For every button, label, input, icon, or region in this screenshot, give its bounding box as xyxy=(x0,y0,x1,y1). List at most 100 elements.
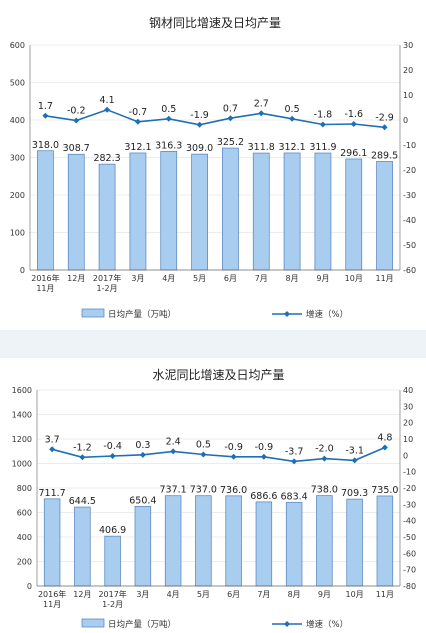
steel-category-label: 11月 xyxy=(36,284,54,293)
cement-left-tick-label: 0 xyxy=(27,582,32,591)
cement-bar-label: 686.6 xyxy=(250,491,277,502)
cement-growth-line xyxy=(51,446,386,463)
cement-growth-label: 0.3 xyxy=(135,440,150,451)
steel-bar xyxy=(37,150,54,271)
steel-growth-point xyxy=(227,115,234,122)
steel-category-label: 1-2月 xyxy=(97,284,118,293)
steel-right-tick-label: -60 xyxy=(403,266,416,275)
cement-left-tick-label: 400 xyxy=(17,533,32,542)
cement-growth-label: -3.7 xyxy=(285,446,304,457)
cement-bar-label: 711.7 xyxy=(39,488,66,499)
cement-bar xyxy=(285,501,303,587)
cement-growth-label: 2.4 xyxy=(166,436,181,447)
steel-growth-point xyxy=(196,121,203,128)
cement-left-tick-label: 1400 xyxy=(12,411,32,420)
cement-category-label: 12月 xyxy=(73,590,91,599)
cement-growth-point xyxy=(200,451,207,458)
steel-left-tick-label: 0 xyxy=(20,266,25,275)
steel-growth-label: 0.5 xyxy=(285,104,300,115)
steel-category-label: 5月 xyxy=(193,274,206,283)
cement-growth-label: 3.7 xyxy=(45,434,60,445)
steel-growth-point xyxy=(258,110,265,117)
cement-legend-bar-swatch xyxy=(81,618,105,628)
cement-growth-point xyxy=(109,452,116,459)
steel-bar-label: 316.3 xyxy=(155,140,182,151)
steel-growth-line xyxy=(45,108,385,129)
cement-left-tick-label: 1200 xyxy=(12,435,32,444)
steel-growth-label: -0.7 xyxy=(129,107,148,118)
steel-left-tick-label: 600 xyxy=(10,41,25,50)
cement-bar xyxy=(104,535,121,587)
steel-growth-label: -1.6 xyxy=(344,109,363,120)
steel-bar-label: 318.0 xyxy=(32,140,59,151)
steel-right-tick-label: 0 xyxy=(403,116,408,125)
steel-bar xyxy=(191,153,208,271)
cement-left-tick-label: 200 xyxy=(17,558,32,567)
steel-bar xyxy=(160,151,178,271)
cement-bar-label: 737.0 xyxy=(190,485,217,496)
steel-bar xyxy=(98,163,116,271)
cement-bar-label: 736.0 xyxy=(220,485,247,496)
cement-bar-label: 683.4 xyxy=(281,491,308,502)
cement-bar xyxy=(225,495,242,587)
cement-chart: 水泥同比增速及日均产量02004006008001000120014001600… xyxy=(12,368,416,630)
steel-right-tick-label: 30 xyxy=(403,41,413,50)
steel-bar xyxy=(129,152,147,271)
steel-category-label: 10月 xyxy=(345,274,363,283)
cement-growth-label: -0.4 xyxy=(103,441,122,452)
steel-legend-line-label: 增速（%） xyxy=(306,309,348,320)
cement-bar-label: 406.9 xyxy=(99,525,126,536)
cement-right-tick-label: -40 xyxy=(403,517,416,526)
steel-bar xyxy=(67,153,85,271)
steel-growth-label: 0.5 xyxy=(161,104,176,115)
cement-category-label: 6月 xyxy=(227,590,240,599)
cement-left-tick-label: 1000 xyxy=(12,460,32,469)
cement-right-tick-label: -50 xyxy=(403,533,416,542)
steel-bar-label: 296.1 xyxy=(340,148,367,159)
steel-growth-point xyxy=(165,115,172,122)
cement-bar xyxy=(255,501,273,587)
cement-growth-point xyxy=(170,448,177,455)
cement-category-label: 2016年 xyxy=(38,589,66,599)
cement-category-label: 7月 xyxy=(257,590,270,599)
cement-right-tick-label: -10 xyxy=(403,468,416,477)
steel-right-tick-label: 20 xyxy=(403,66,413,75)
steel-left-tick-label: 300 xyxy=(10,154,25,163)
cement-bar xyxy=(134,505,152,587)
cement-category-label: 11月 xyxy=(43,600,61,609)
steel-growth-label: 1.7 xyxy=(38,101,53,112)
cement-growth-label: -3.1 xyxy=(345,445,364,456)
steel-legend-bar-swatch xyxy=(81,308,105,318)
steel-right-tick-label: -50 xyxy=(403,241,416,250)
cement-bar-label: 650.4 xyxy=(129,495,156,506)
cement-growth-label: -0.9 xyxy=(255,442,274,453)
cement-legend-line-marker xyxy=(284,621,290,627)
cement-category-label: 10月 xyxy=(346,590,364,599)
steel-bar xyxy=(222,147,239,271)
cement-bar xyxy=(316,495,333,587)
cement-right-tick-label: 20 xyxy=(403,419,413,428)
steel-growth-point xyxy=(319,121,326,128)
cement-category-label: 5月 xyxy=(197,590,210,599)
cement-growth-point xyxy=(321,455,328,462)
cement-right-tick-label: 30 xyxy=(403,402,413,411)
cement-bar-label: 709.3 xyxy=(341,488,368,499)
steel-growth-point xyxy=(42,112,49,119)
cement-bar-label: 644.5 xyxy=(69,496,96,507)
cement-category-label: 8月 xyxy=(288,590,301,599)
steel-growth-label: -1.8 xyxy=(314,110,333,121)
steel-bar-label: 311.8 xyxy=(248,142,275,153)
steel-category-label: 2017年 xyxy=(93,273,121,283)
steel-category-label: 3月 xyxy=(131,274,144,283)
cement-growth-point xyxy=(79,454,86,461)
cement-left-tick-label: 1600 xyxy=(12,386,32,395)
panel-gap xyxy=(0,330,426,358)
steel-growth-label: -0.2 xyxy=(67,106,86,117)
steel-category-label: 6月 xyxy=(224,274,237,283)
steel-chart: 钢材同比增速及日均产量0100200300400500600-60-50-40-… xyxy=(10,16,416,320)
cement-right-tick-label: -70 xyxy=(403,566,416,575)
cement-chart-panel: 水泥同比增速及日均产量 0 200 400 600 800 1000 1200 1400 1600… xyxy=(0,358,426,633)
steel-right-tick-label: -30 xyxy=(403,191,416,200)
cement-category-label: 9月 xyxy=(318,590,331,599)
